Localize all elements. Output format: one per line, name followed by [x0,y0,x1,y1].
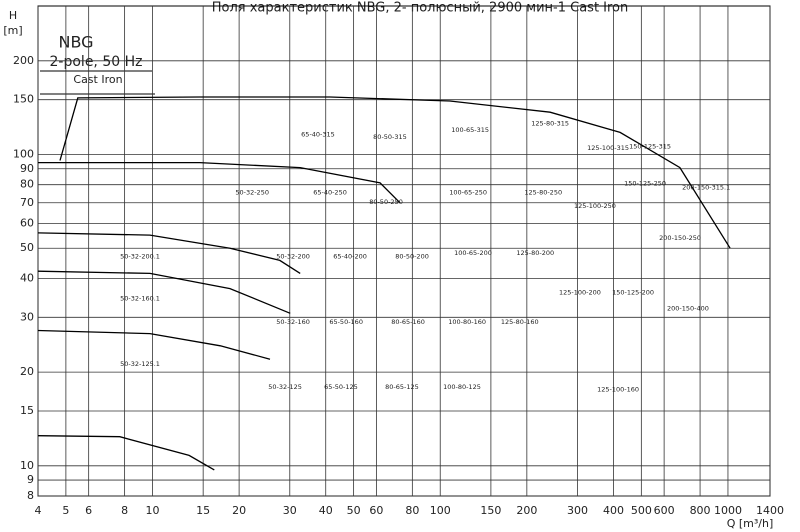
y-tick-label: 70 [20,196,34,209]
pump-label: 65-40-315 [301,130,335,138]
pump-label: 50-32-125.1 [120,360,160,368]
x-tick-label: 5 [62,504,69,517]
pump-label: 80-50-315 [373,133,407,141]
x-tick-label: 60 [369,504,383,517]
y-tick-label: 200 [13,54,34,67]
x-tick-label: 30 [283,504,297,517]
pump-label: 65-40-200 [333,252,367,260]
x-tick-label: 800 [690,504,711,517]
y-tick-label: 90 [20,162,34,175]
pump-label: 80-65-160 [391,318,425,326]
pump-label: 65-50-160 [329,318,363,326]
pump-label: 200-150-250 [659,234,701,242]
pump-curve [59,96,731,249]
x-tick-label: 40 [319,504,333,517]
x-tick-label: 6 [85,504,92,517]
x-tick-label: 1000 [714,504,742,517]
x-tick-label: 80 [405,504,419,517]
pump-curve [37,329,271,360]
x-axis-label: Q [m³/h] [727,517,774,530]
box-line: 2-pole, 50 Hz [50,54,143,70]
pump-label: 80-50-250 [369,198,403,206]
y-axis-label: [m] [3,24,22,37]
x-tick-label: 50 [347,504,361,517]
y-tick-label: 50 [20,241,34,254]
x-tick-label: 20 [232,504,246,517]
x-tick-label: 600 [654,504,675,517]
x-tick-label: 1400 [756,504,784,517]
pump-label: 65-50-125 [324,383,358,391]
x-tick-label: 15 [196,504,210,517]
pump-label: 50-32-200.1 [120,252,160,260]
pump-label: 125-80-160 [501,318,539,326]
pump-label: 65-40-250 [313,189,347,197]
x-tick-label: 500 [631,504,652,517]
info-box [40,30,152,96]
x-tick-label: 150 [480,504,501,517]
chart-title: Поля характеристик NBG, 2- полюсный, 290… [212,1,629,16]
pump-label: 200-150-400 [667,305,709,313]
pump-label: 125-80-250 [524,189,562,197]
y-tick-label: 10 [20,459,34,472]
y-tick-label: 80 [20,178,34,191]
pump-curve [37,232,301,274]
x-tick-label: 100 [430,504,451,517]
pump-label: 80-50-200 [395,252,429,260]
pump-label: 125-80-200 [516,249,554,257]
pump-curve [38,161,401,204]
pump-label: 125-100-315 [587,144,629,152]
y-tick-label: 100 [13,148,34,161]
pump-label: 150-125-200 [612,288,654,296]
y-tick-label: 15 [20,404,34,417]
pump-label: 100-80-160 [448,318,486,326]
pump-label: 80-65-125 [385,383,419,391]
y-tick-label: 40 [20,271,34,284]
x-tick-label: 8 [121,504,128,517]
pump-label: 100-65-315 [451,126,489,134]
y-tick-label: 20 [20,365,34,378]
pump-label: 100-80-125 [443,383,481,391]
pump-label: 50-32-250 [235,189,269,197]
pump-label: 150-125-315 [629,143,671,151]
x-tick-label: 4 [35,504,42,517]
pump-label: 125-100-160 [597,385,639,393]
pump-label: 125-100-200 [559,288,601,296]
box-title: NBG [58,33,93,52]
x-tick-label: 300 [567,504,588,517]
pump-label: 50-32-200 [276,252,310,260]
pump-label: 125-80-315 [531,119,569,127]
pump-label: 50-32-160 [276,318,310,326]
y-tick-label: 60 [20,217,34,230]
x-tick-label: 400 [603,504,624,517]
pump-label: 125-100-250 [574,202,616,210]
x-tick-label: 10 [145,504,159,517]
y-tick-label: 9 [27,473,34,486]
pump-label: 50-32-160.1 [120,294,160,302]
pump-curve [37,270,291,314]
box-line: Cast Iron [73,73,122,86]
pump-label: 200-150-315.1 [682,184,730,192]
y-tick-label: 8 [27,489,34,502]
y-tick-label: 30 [20,310,34,323]
y-tick-label: 150 [13,93,34,106]
x-tick-label: 200 [516,504,537,517]
pump-label: 100-65-200 [454,249,492,257]
pump-label: 150-125-250 [624,180,666,188]
pump-label: 50-32-125 [268,383,302,391]
y-axis-label: H [9,9,17,22]
pump-curve [37,435,215,471]
pump-label: 100-65-250 [449,189,487,197]
